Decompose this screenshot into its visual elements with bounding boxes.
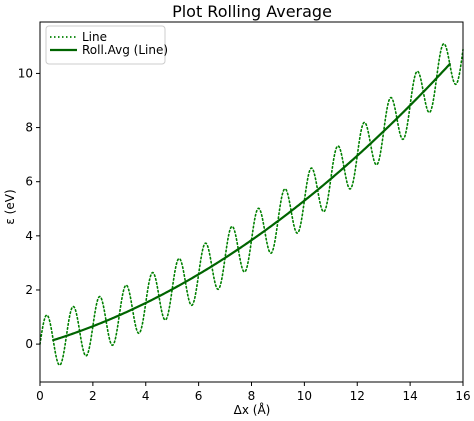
series-line <box>39 42 464 366</box>
x-tick-label: 10 <box>297 389 312 403</box>
y-tick-label: 10 <box>18 66 33 80</box>
legend-label-roll-avg: Roll.Avg (Line) <box>82 43 168 57</box>
plot-area <box>39 42 464 366</box>
plot-frame <box>39 21 464 383</box>
y-tick-label: 2 <box>25 283 33 297</box>
y-tick-label: 4 <box>25 229 33 243</box>
y-axis-label: ε (eV) <box>3 189 17 224</box>
x-tick-label: 0 <box>36 389 44 403</box>
legend: Line Roll.Avg (Line) <box>45 25 168 65</box>
series-roll-avg <box>52 62 451 342</box>
x-axis-label: Δx (Å) <box>234 402 271 417</box>
y-axis-ticks: 0 2 4 6 8 10 <box>18 66 40 351</box>
x-tick-label: 16 <box>455 389 470 403</box>
legend-frame <box>45 25 166 65</box>
x-axis-ticks: 0 2 4 6 8 10 12 14 16 <box>36 382 471 403</box>
x-tick-label: 14 <box>402 389 417 403</box>
y-tick-label: 8 <box>25 121 33 135</box>
x-tick-label: 12 <box>350 389 365 403</box>
x-tick-label: 4 <box>142 389 150 403</box>
x-tick-label: 8 <box>248 389 256 403</box>
chart-title: Plot Rolling Average <box>172 2 332 21</box>
y-tick-label: 0 <box>25 337 33 351</box>
y-tick-label: 6 <box>25 175 33 189</box>
x-tick-label: 6 <box>195 389 203 403</box>
legend-label-line: Line <box>82 30 107 44</box>
x-tick-label: 2 <box>89 389 97 403</box>
